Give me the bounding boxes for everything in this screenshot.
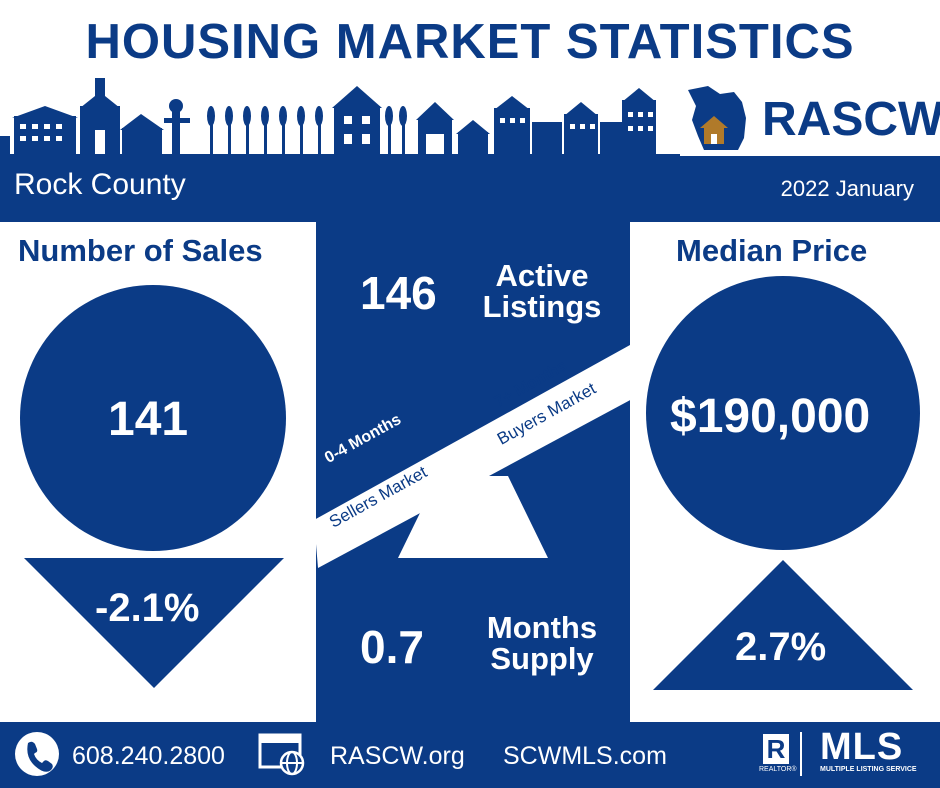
brand-name: RASCW bbox=[762, 93, 940, 146]
web-icon[interactable] bbox=[258, 731, 308, 777]
active-listings-label: Active Listings bbox=[482, 258, 602, 324]
sales-heading: Number of Sales bbox=[18, 233, 263, 268]
seesaw-fulcrum bbox=[398, 476, 548, 558]
realtor-text: REALTOR® bbox=[759, 766, 797, 773]
page-title: HOUSING MARKET STATISTICS bbox=[85, 15, 855, 69]
sales-circle bbox=[20, 285, 286, 551]
header-banner bbox=[0, 156, 940, 222]
price-heading: Median Price bbox=[676, 233, 868, 268]
town-skyline-illustration bbox=[0, 78, 680, 157]
sales-change: -2.1% bbox=[95, 586, 200, 630]
house-icon bbox=[700, 116, 728, 144]
seesaw-board bbox=[314, 345, 634, 568]
phone-icon[interactable] bbox=[14, 731, 60, 777]
report-period: 2022 January bbox=[780, 176, 914, 201]
website-rascw[interactable]: RASCW.org bbox=[330, 742, 465, 770]
wisconsin-map-icon bbox=[688, 86, 746, 150]
realtor-logo-icon: R bbox=[763, 734, 789, 764]
mls-logo: MLS bbox=[820, 726, 904, 768]
sales-value: 141 bbox=[108, 393, 189, 446]
price-change: 2.7% bbox=[735, 625, 827, 669]
phone-number[interactable]: 608.240.2800 bbox=[72, 742, 225, 770]
price-circle bbox=[646, 276, 920, 550]
price-value: $190,000 bbox=[670, 390, 871, 443]
price-up-triangle bbox=[653, 560, 913, 690]
mls-subtitle: MULTIPLE LISTING SERVICE bbox=[820, 766, 917, 773]
logo-divider bbox=[800, 732, 802, 776]
active-listings-value: 146 bbox=[360, 267, 437, 319]
county-name: Rock County bbox=[14, 168, 186, 201]
website-scwmls[interactable]: SCWMLS.com bbox=[503, 742, 667, 770]
months-supply-label: Months Supply bbox=[486, 610, 598, 676]
sales-down-triangle bbox=[24, 558, 284, 688]
months-supply-value: 0.7 bbox=[360, 621, 424, 673]
